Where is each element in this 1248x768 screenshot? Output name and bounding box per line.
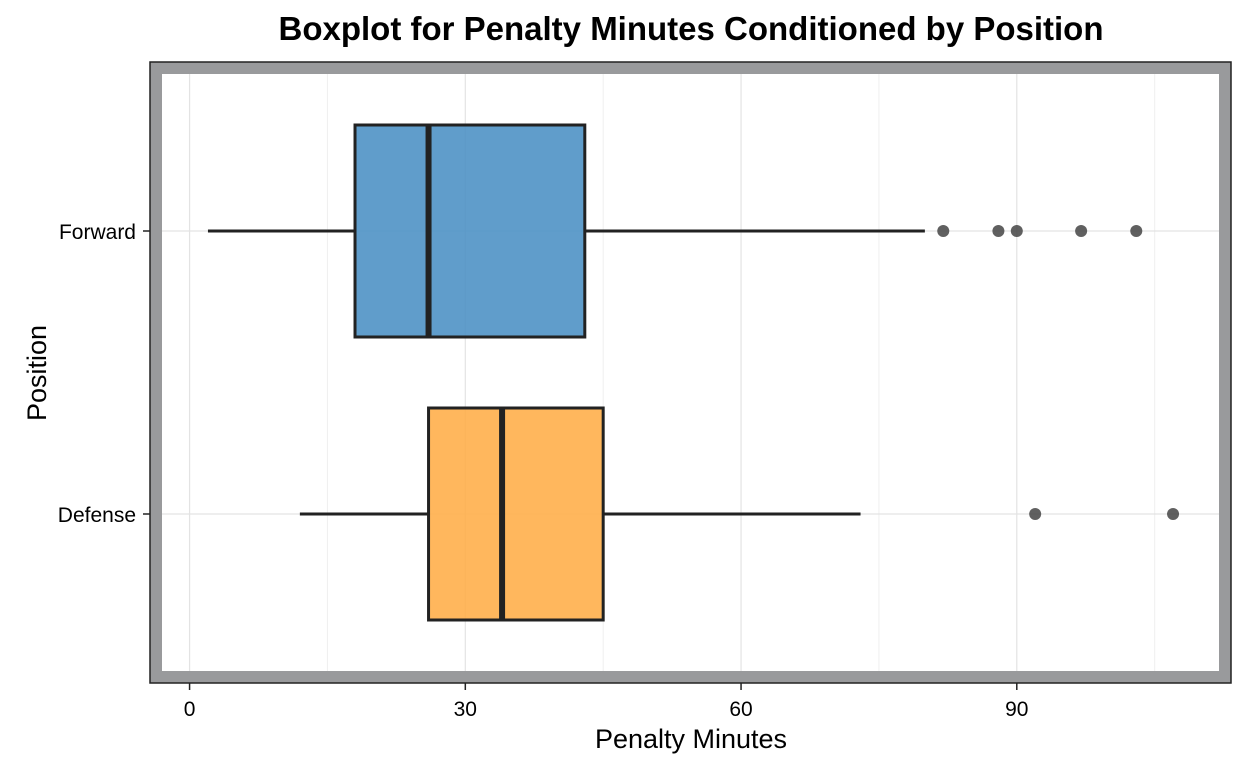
x-tick-label: 0 (184, 698, 196, 721)
x-axis-title: Penalty Minutes (595, 724, 787, 754)
x-tick-label: 30 (454, 698, 477, 721)
x-tick-label: 90 (1005, 698, 1028, 721)
panel-outline (149, 61, 1232, 684)
outlier-point (992, 225, 1005, 237)
iqr-box (427, 406, 605, 622)
box-group-defense (299, 406, 1180, 622)
chart-title: Boxplot for Penalty Minutes Conditioned … (279, 10, 1104, 47)
y-tick-label-defense: Defense (58, 504, 136, 527)
box-series (207, 123, 1180, 622)
outlier-point (1130, 225, 1143, 237)
box-group-forward (207, 123, 1143, 339)
x-tick-label: 60 (729, 698, 752, 721)
outlier-point (1010, 225, 1023, 237)
y-tick-label-forward: Forward (59, 221, 136, 244)
y-axis-title: Position (22, 325, 52, 421)
outlier-point (937, 225, 950, 237)
axes: 0 30 60 90 Forward Defense (58, 221, 1029, 721)
outlier-point (1075, 225, 1088, 237)
outlier-point (1167, 508, 1180, 520)
panel-background (162, 74, 1219, 671)
iqr-box (353, 123, 587, 339)
outlier-point (1029, 508, 1042, 520)
plot-panel (149, 61, 1232, 684)
